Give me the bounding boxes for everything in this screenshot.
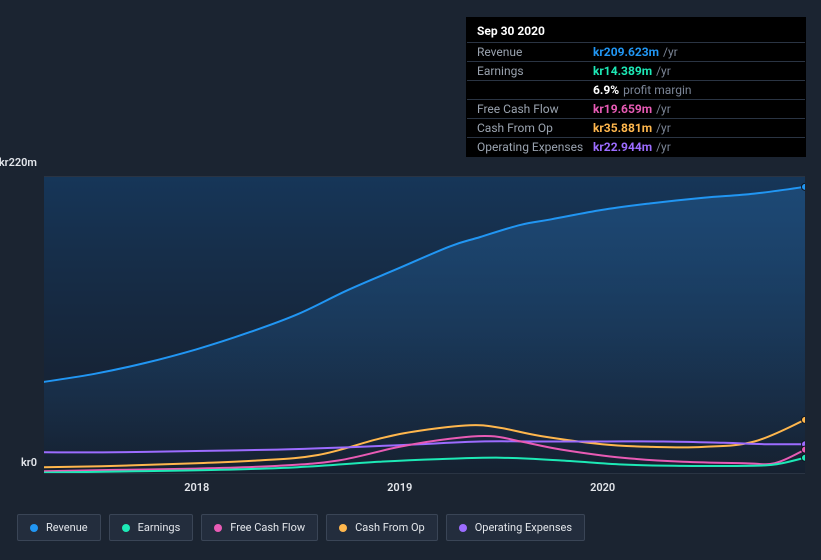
tooltip-row: Free Cash Flowkr19.659m/yr bbox=[467, 99, 805, 118]
tooltip-row-unit: /yr bbox=[656, 64, 671, 78]
legend-swatch-icon bbox=[214, 524, 222, 532]
tooltip-row-label: Revenue bbox=[477, 45, 593, 59]
tooltip-row-label: Earnings bbox=[477, 64, 593, 78]
tooltip-row-value: kr35.881m bbox=[593, 121, 652, 135]
chart-legend: Revenue Earnings Free Cash Flow Cash From O… bbox=[17, 514, 585, 541]
legend-item-label: Cash From Op bbox=[355, 521, 425, 534]
legend-item-opex[interactable]: Operating Expenses bbox=[446, 514, 585, 541]
tooltip-row-label: Operating Expenses bbox=[477, 140, 593, 154]
legend-item-label: Free Cash Flow bbox=[230, 521, 305, 534]
tooltip-row-label: Cash From Op bbox=[477, 121, 593, 135]
tooltip-row-unit: /yr bbox=[656, 121, 671, 135]
legend-item-label: Revenue bbox=[46, 521, 88, 534]
tooltip-row: Operating Expenseskr22.944m/yr bbox=[467, 137, 805, 156]
x-tick-2020: 2020 bbox=[590, 481, 615, 494]
x-tick-2019: 2019 bbox=[387, 481, 412, 494]
tooltip-row-label bbox=[477, 83, 593, 97]
tooltip-row-unit: /yr bbox=[663, 45, 678, 59]
x-tick-2018: 2018 bbox=[184, 481, 209, 494]
legend-swatch-icon bbox=[459, 524, 467, 532]
tooltip-row-label: Free Cash Flow bbox=[477, 102, 593, 116]
legend-item-fcf[interactable]: Free Cash Flow bbox=[201, 514, 318, 541]
legend-swatch-icon bbox=[339, 524, 347, 532]
legend-item-earnings[interactable]: Earnings bbox=[109, 514, 194, 541]
tooltip-row: 6.9% profit margin bbox=[467, 80, 805, 99]
tooltip-row-unit: /yr bbox=[656, 102, 671, 116]
legend-swatch-icon bbox=[122, 524, 130, 532]
tooltip-row-value: kr22.944m bbox=[593, 140, 652, 154]
tooltip-row-value: kr19.659m bbox=[593, 102, 652, 116]
legend-item-label: Operating Expenses bbox=[475, 521, 572, 534]
tooltip-row-value: kr209.623m bbox=[593, 45, 659, 59]
tooltip-row-unit: profit margin bbox=[623, 83, 691, 97]
tooltip-row: Earningskr14.389m/yr bbox=[467, 61, 805, 80]
y-tick-min: kr0 bbox=[21, 456, 37, 469]
tooltip-row: Cash From Opkr35.881m/yr bbox=[467, 118, 805, 137]
tooltip-row-value: kr14.389m bbox=[593, 64, 652, 78]
y-tick-max: kr220m bbox=[0, 156, 37, 169]
tooltip-row: Revenuekr209.623m/yr bbox=[467, 42, 805, 61]
tooltip-row-unit: /yr bbox=[656, 140, 671, 154]
legend-swatch-icon bbox=[30, 524, 38, 532]
chart-tooltip: Sep 30 2020 Revenuekr209.623m/yrEarnings… bbox=[466, 17, 806, 157]
legend-item-label: Earnings bbox=[138, 521, 181, 534]
financials-chart[interactable] bbox=[44, 176, 805, 474]
legend-item-revenue[interactable]: Revenue bbox=[17, 514, 101, 541]
tooltip-row-value: 6.9% bbox=[593, 83, 619, 97]
tooltip-date: Sep 30 2020 bbox=[467, 18, 805, 42]
legend-item-cfo[interactable]: Cash From Op bbox=[326, 514, 438, 541]
